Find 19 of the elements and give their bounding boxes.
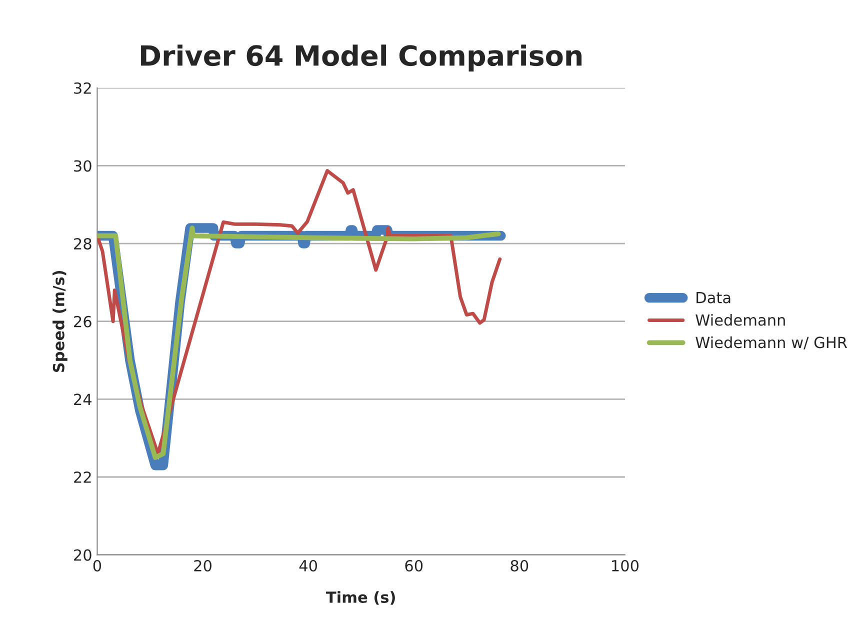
y-tick-label: 30	[74, 160, 92, 172]
x-tick-label: 0	[93, 560, 102, 572]
x-tick-label: 100	[612, 560, 639, 572]
legend-label: Wiedemann w/ GHR	[696, 336, 848, 350]
x-tick-label: 80	[510, 560, 528, 572]
y-tick-label: 26	[74, 316, 92, 328]
x-tick-label: 20	[194, 560, 212, 572]
legend-label: Data	[696, 292, 730, 304]
x-tick-label: 60	[405, 560, 423, 572]
y-axis-title: Speed (m/s)	[52, 270, 68, 372]
chart-title: Driver 64 Model Comparison	[141, 44, 582, 72]
x-tick-label: 40	[299, 560, 318, 572]
legend-label: Wiedemann	[696, 314, 785, 326]
y-tick-label: 28	[74, 238, 92, 250]
y-tick-label: 22	[74, 471, 91, 483]
x-axis-title: Time (s)	[326, 591, 395, 605]
y-tick-label: 32	[74, 82, 91, 94]
y-tick-label: 24	[74, 394, 92, 405]
y-tick-label: 20	[74, 549, 92, 561]
